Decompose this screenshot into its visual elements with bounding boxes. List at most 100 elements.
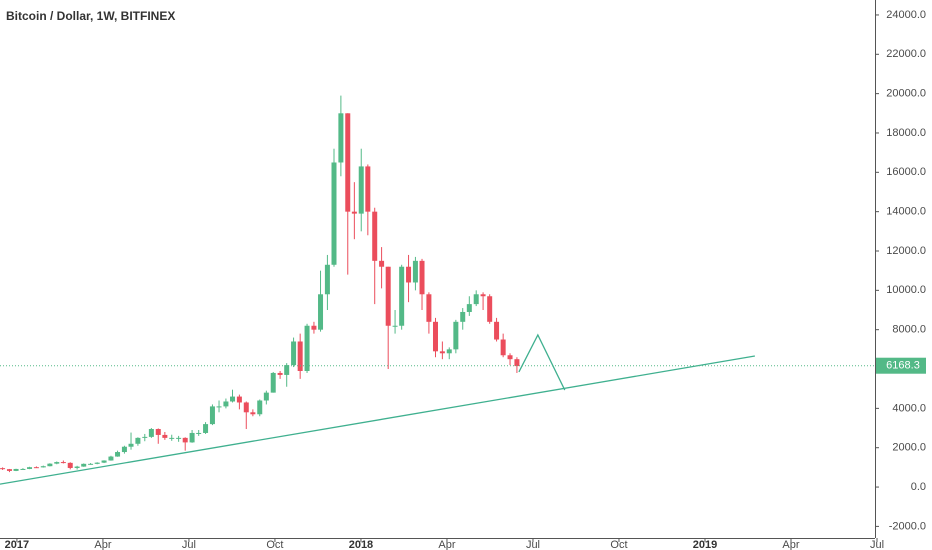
y-tick-label: 14000.0 (886, 206, 926, 218)
x-tick-label: 2018 (349, 539, 373, 550)
candle-body (473, 294, 479, 305)
y-tick-label: 4000.0 (892, 402, 926, 414)
y-tick-label: 16000.0 (886, 166, 926, 178)
candle-body (480, 294, 486, 297)
candle-body (40, 466, 46, 468)
candle-body (60, 462, 66, 464)
candle-body (0, 468, 6, 470)
candle-body (263, 392, 269, 401)
candle-body (223, 401, 229, 407)
candle-body (331, 162, 337, 265)
candle-body (121, 446, 127, 453)
candle-body (270, 372, 276, 393)
x-tick-label: Oct (266, 539, 283, 550)
candle-body (47, 463, 53, 467)
candle-body (372, 211, 378, 261)
candle-body (74, 466, 80, 468)
candle-body (169, 437, 175, 439)
y-tick-label: 24000.0 (886, 9, 926, 21)
y-tick-label: -2000.0 (889, 520, 926, 532)
candle-body (128, 443, 134, 447)
x-tick-label: Apr (94, 539, 111, 550)
candle-body (500, 339, 506, 356)
candle-body (338, 113, 344, 163)
candle-body (432, 321, 438, 352)
candle-body (196, 432, 202, 434)
y-tick-label: 20000.0 (886, 88, 926, 100)
candle-body (446, 349, 452, 354)
candle-body (514, 359, 520, 367)
candle-body (358, 166, 364, 214)
candle-body (176, 437, 182, 439)
candle-body (460, 311, 466, 322)
candle-body (209, 406, 215, 425)
candle-body (115, 452, 121, 457)
candle-body (453, 321, 459, 350)
y-tick-label: 18000.0 (886, 127, 926, 139)
last-price-label: 6168.3 (886, 360, 920, 372)
candle-body (324, 264, 330, 295)
candle-body (291, 341, 297, 366)
candle-body (385, 266, 391, 326)
x-tick-label: Apr (782, 539, 799, 550)
candle-body (155, 429, 161, 435)
candle-body (230, 396, 236, 402)
candle-body (216, 406, 222, 408)
candle-body (243, 402, 249, 413)
candle-body (311, 325, 317, 330)
candle-body (189, 432, 195, 443)
candle-body (379, 260, 385, 267)
candle-body (20, 468, 26, 470)
candle-body (33, 467, 39, 469)
candle-body (94, 462, 100, 464)
candle-body (203, 424, 209, 433)
candle-body (318, 294, 324, 330)
candle-body (88, 463, 94, 465)
trend-drawing (518, 333, 566, 391)
candle-body (351, 211, 357, 214)
candle-body (236, 396, 242, 403)
y-tick-label: 22000.0 (886, 48, 926, 60)
candle-body (507, 355, 513, 360)
candle-body (412, 260, 418, 283)
x-tick-label: Oct (610, 539, 627, 550)
y-tick-label: 10000.0 (886, 284, 926, 296)
candle-body (13, 468, 19, 471)
candle-body (6, 469, 12, 471)
candle-body (365, 166, 371, 212)
candle-body (257, 400, 263, 415)
candle-body (148, 429, 154, 437)
y-tick-label: 0.0 (911, 481, 926, 493)
candle-body (162, 434, 168, 438)
candle-body (304, 325, 310, 371)
candle-body (277, 372, 283, 375)
candle-body (182, 437, 188, 443)
plot-area (0, 95, 520, 473)
candle-body (439, 351, 445, 354)
last-price-box (876, 357, 926, 374)
candle-body (250, 412, 256, 415)
candle-body (406, 266, 412, 283)
candle-body (297, 341, 303, 371)
x-tick-label: Apr (438, 539, 455, 550)
candle-body (419, 260, 425, 295)
candle-body (101, 460, 107, 463)
candle-body (466, 304, 472, 312)
candle-body (345, 113, 351, 212)
candle-body (392, 325, 398, 327)
candle-body (494, 321, 500, 340)
candle-body (27, 467, 33, 469)
candle-body (426, 294, 432, 322)
x-tick-label: 2019 (693, 539, 717, 550)
candle-body (54, 462, 60, 464)
x-tick-label: 2017 (5, 539, 29, 550)
candle-body (399, 266, 405, 326)
candle-body (108, 456, 114, 461)
y-tick-label: 2000.0 (892, 442, 926, 454)
x-tick-label: Jul (870, 539, 884, 550)
candle-body (487, 296, 493, 322)
candle-body (81, 463, 87, 467)
